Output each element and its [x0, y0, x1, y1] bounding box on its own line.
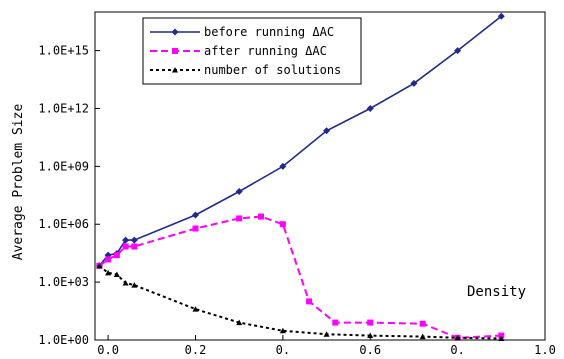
- series-line: [98, 215, 502, 339]
- data-point: [130, 236, 138, 244]
- data-point: [96, 262, 103, 269]
- series-line: [98, 265, 502, 340]
- legend-label: before running ΔAC: [204, 25, 334, 39]
- data-point: [236, 319, 243, 326]
- data-point: [122, 236, 130, 244]
- x-tick-label: 0.0: [97, 343, 119, 357]
- data-point: [454, 334, 461, 341]
- data-point: [332, 319, 339, 326]
- y-axis: 1.0E+00 1.0E+03 1.0E+06 1.0E+09 1.0E+12 1.0E+…: [38, 44, 100, 347]
- data-point: [279, 327, 286, 334]
- data-point: [367, 319, 374, 326]
- data-point: [323, 127, 331, 135]
- y-axis-title: Average Problem Size: [11, 104, 26, 261]
- legend-items: before running ΔAC after running ΔAC numbe…: [150, 25, 341, 77]
- data-point: [498, 335, 505, 341]
- series-layer: [95, 12, 505, 341]
- x-axis: 0.0 0.2 0. 0.6 0. 1.0: [97, 335, 556, 357]
- data-point: [366, 104, 374, 112]
- data-point: [279, 162, 287, 170]
- data-point: [113, 271, 120, 277]
- data-point: [419, 320, 426, 327]
- data-point: [192, 306, 199, 312]
- legend-marker: [172, 67, 178, 73]
- data-point: [122, 280, 129, 286]
- plot-frame: [94, 11, 546, 341]
- x-tick-label: 0.: [450, 343, 464, 357]
- legend-box: [142, 17, 362, 85]
- y-tick-label: 1.0E+00: [38, 333, 89, 347]
- data-point: [323, 331, 330, 337]
- data-point: [191, 211, 199, 219]
- legend-marker: [171, 28, 179, 36]
- data-point: [235, 187, 243, 195]
- data-point: [122, 243, 129, 250]
- y-tick-label: 1.0E+06: [38, 217, 89, 231]
- data-point: [497, 12, 505, 20]
- data-point: [131, 282, 138, 288]
- x-tick-label: 1.0: [534, 343, 556, 357]
- legend-entry: before running ΔAC: [150, 25, 334, 39]
- data-point: [236, 215, 243, 222]
- legend-label: number of solutions: [204, 63, 341, 77]
- y-tick-label: 1.0E+03: [38, 275, 89, 289]
- legend-entry: after running ΔAC: [150, 44, 327, 58]
- legend: before running ΔAC after running ΔAC numbe…: [142, 17, 362, 85]
- density-annotation: Density: [467, 284, 526, 300]
- data-point: [105, 269, 112, 276]
- data-point: [367, 332, 374, 339]
- data-point: [131, 243, 138, 250]
- series-3: [96, 262, 505, 341]
- series-2: [96, 213, 505, 341]
- legend-label: after running ΔAC: [204, 44, 327, 58]
- data-point: [410, 79, 418, 87]
- data-point: [192, 225, 199, 232]
- data-point: [306, 298, 313, 305]
- y-tick-label: 1.0E+15: [38, 44, 89, 58]
- x-tick-label: 0.6: [359, 343, 381, 357]
- data-point: [113, 252, 120, 259]
- x-tick-label: 0.: [276, 343, 290, 357]
- data-point: [105, 256, 112, 263]
- data-point: [419, 333, 426, 340]
- legend-entry: number of solutions: [150, 63, 341, 77]
- data-point: [258, 213, 265, 220]
- data-point: [454, 47, 462, 55]
- y-tick-label: 1.0E+12: [38, 101, 89, 115]
- data-point: [279, 221, 286, 228]
- y-tick-label: 1.0E+09: [38, 159, 89, 173]
- legend-marker: [172, 48, 178, 54]
- x-tick-label: 0.2: [185, 343, 207, 357]
